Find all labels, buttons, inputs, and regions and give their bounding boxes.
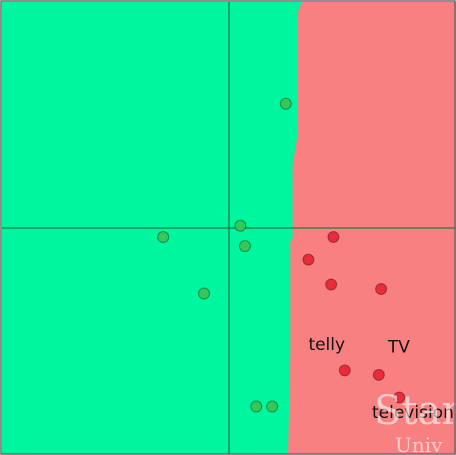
green-point-4: [198, 287, 211, 300]
annotation-telly: telly: [308, 335, 345, 355]
annotation-television: television: [372, 403, 454, 423]
green-point-0: [279, 97, 292, 110]
green-point-2: [157, 231, 170, 244]
green-point-3: [238, 240, 251, 253]
watermark-line2: Univ: [395, 433, 443, 455]
red-point-4: [338, 364, 351, 377]
point-labels: telly TV television: [308, 335, 453, 423]
annotation-tv: TV: [387, 337, 410, 357]
green-point-5: [250, 400, 263, 413]
red-point-0: [327, 231, 340, 244]
green-point-6: [266, 400, 279, 413]
watermark-line1: Stan: [374, 388, 456, 434]
stanford-university-watermark: Stan Univ: [374, 388, 456, 455]
red-point-5: [372, 368, 385, 381]
red-point-3: [375, 283, 388, 296]
red-point-1: [302, 253, 315, 266]
red-point-6: [393, 391, 406, 404]
red-point-2: [325, 278, 338, 291]
data-points: [157, 97, 406, 413]
green-point-1: [234, 219, 247, 232]
